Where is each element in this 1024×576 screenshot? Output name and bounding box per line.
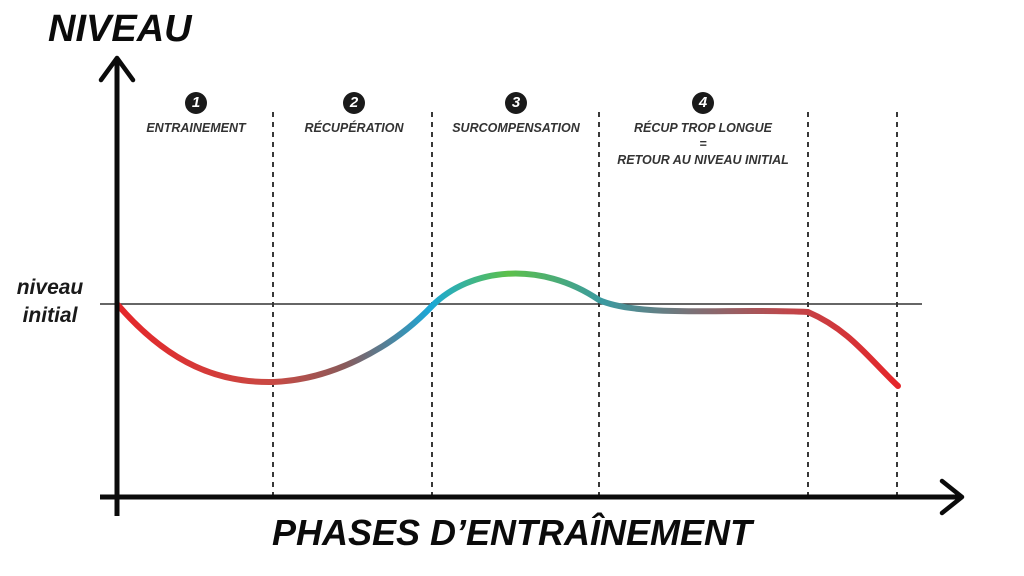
phase-4-label-line-2: =	[699, 137, 707, 151]
phase-3: 3 SURCOMPENSATION	[436, 92, 596, 136]
baseline-label-line-2: initial	[22, 304, 78, 327]
phase-3-label: SURCOMPENSATION	[436, 120, 596, 136]
phase-4-number-badge: 4	[692, 92, 714, 114]
phase-1: 1 ENTRAINEMENT	[120, 92, 272, 136]
x-axis-arrow-icon	[939, 478, 965, 516]
phase-2: 2 RÉCUPÉRATION	[278, 92, 430, 136]
baseline-label: niveau initial	[4, 274, 96, 330]
x-axis-title: PHASES D’ENTRAÎNEMENT	[271, 512, 753, 553]
phase-2-label-line-1: RÉCUPÉRATION	[304, 121, 404, 135]
phase-3-label-line-1: SURCOMPENSATION	[452, 121, 580, 135]
phase-1-label: ENTRAINEMENT	[120, 120, 272, 136]
level-curve	[115, 270, 901, 389]
phase-3-number-badge: 3	[505, 92, 527, 114]
y-axis-arrow-icon	[98, 55, 136, 83]
y-axis-title: NIVEAU	[48, 8, 192, 50]
baseline-label-line-1: niveau	[16, 276, 84, 299]
phase-4-label: RÉCUP TROP LONGUE = RETOUR AU NIVEAU INI…	[600, 120, 806, 168]
phase-2-number-badge: 2	[343, 92, 365, 114]
phase-4: 4 RÉCUP TROP LONGUE = RETOUR AU NIVEAU I…	[600, 92, 806, 168]
phase-2-label: RÉCUPÉRATION	[278, 120, 430, 136]
phase-1-label-line-1: ENTRAINEMENT	[146, 121, 246, 135]
phase-1-number-badge: 1	[185, 92, 207, 114]
phase-4-label-line-3: RETOUR AU NIVEAU INITIAL	[617, 153, 789, 167]
phase-4-label-line-1: RÉCUP TROP LONGUE	[634, 121, 772, 135]
